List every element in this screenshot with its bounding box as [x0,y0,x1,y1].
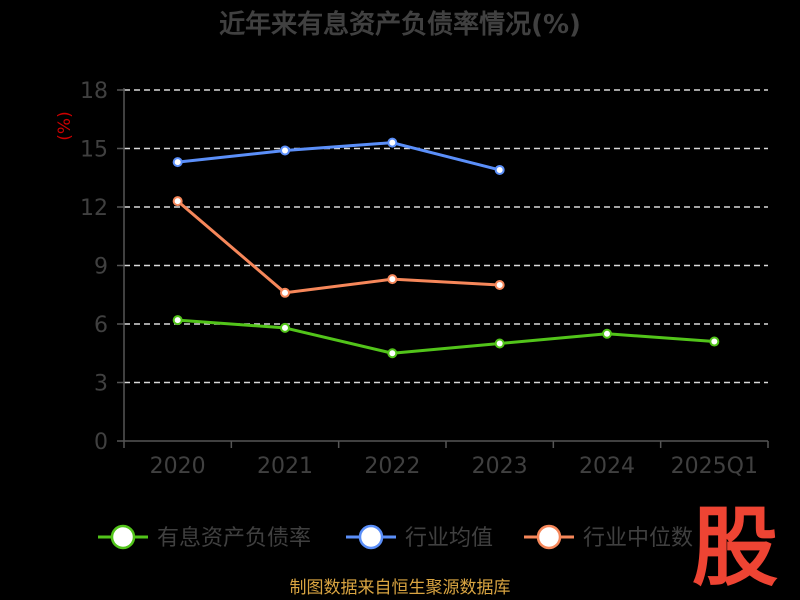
data-point [494,280,505,290]
y-axis: 0 3 6 9 12 15 18 [80,79,125,455]
legend-label: 有息资产负债率 [157,526,311,551]
series-行业中位数 [172,196,505,298]
x-tick-label: 2025Q1 [671,454,758,479]
series-line [176,200,500,295]
legend-label: 行业中位数 [583,526,693,551]
series-line [177,318,715,355]
series-有息资产负债率 [172,315,720,359]
data-point [602,328,612,339]
data-point [387,137,398,148]
y-tick-label: 12 [80,196,108,221]
data-point [172,157,183,168]
series-行业均值 [172,137,505,175]
data-point [280,145,290,156]
x-tick-label: 2022 [364,454,420,479]
y-tick-label: 18 [80,79,108,104]
y-tick-label: 6 [94,313,108,338]
data-point [280,322,290,333]
legend-item[interactable]: 行业均值 [346,524,493,551]
data-point [387,348,398,359]
legend-item[interactable]: 有息资产负债率 [98,524,311,551]
x-tick-label: 2020 [150,454,206,479]
grid [124,89,768,384]
legend-marker [536,524,562,550]
legend-marker [110,524,136,550]
x-tick-label: 2021 [257,454,313,479]
data-point [709,336,720,347]
watermark-logo: 股 [692,498,778,598]
source-note: 制图数据来自恒生聚源数据库 [290,578,511,598]
x-tick-label: 2024 [579,454,635,479]
chart-title: 近年来有息资产负债率情况(%) [219,9,581,40]
data-point [172,196,183,207]
data-point [280,287,290,298]
x-tick-label: 2023 [472,454,528,479]
y-axis-label: (%) [55,111,75,140]
series-line [177,141,501,172]
y-tick-label: 9 [94,255,108,280]
legend-marker [358,524,384,550]
data-point [172,315,183,326]
y-tick-label: 3 [94,372,108,397]
watermark-glyph: 股 [692,498,778,598]
series-group [172,137,720,359]
x-axis: 2020 2021 2022 2023 2024 2025Q1 [123,440,769,479]
data-point [494,338,505,349]
legend-label: 行业均值 [405,526,493,551]
legend[interactable]: 有息资产负债率 行业均值 行业中位数 [98,524,693,551]
data-point [387,274,398,285]
y-tick-label: 15 [80,138,108,163]
y-tick-label: 0 [94,430,108,455]
legend-item[interactable]: 行业中位数 [524,524,693,551]
data-point [494,164,505,175]
